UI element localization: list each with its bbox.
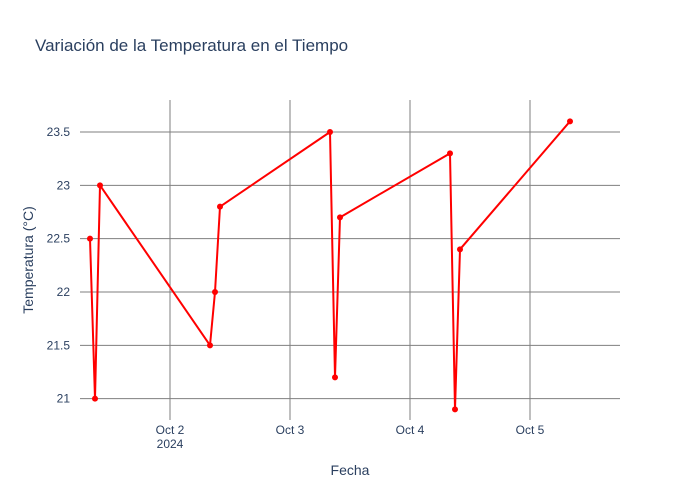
data-point	[337, 214, 343, 221]
y-tick-label: 23.5	[47, 125, 71, 139]
data-point	[332, 374, 338, 381]
x-tick-label: Oct 4	[396, 423, 425, 437]
y-axis-title: Temperatura (°C)	[20, 206, 36, 314]
data-point	[452, 406, 458, 413]
x-tick-label: Oct 5	[516, 423, 545, 437]
y-tick-label: 21	[57, 392, 71, 406]
data-point	[212, 289, 218, 295]
grid-lines	[80, 100, 620, 420]
series-line	[89, 120, 571, 411]
data-point	[207, 342, 213, 349]
y-tick-label: 23	[57, 178, 71, 192]
x-tick-sublabel: 2024	[157, 437, 184, 451]
chart-title: Variación de la Temperatura en el Tiempo	[35, 36, 348, 55]
data-point	[567, 118, 573, 125]
y-tick-label: 22.5	[47, 232, 71, 246]
data-point	[87, 235, 93, 242]
x-tick-label: Oct 2	[156, 423, 185, 437]
y-axis-ticks: 21 21.5 22 22.5 23 23.5	[47, 125, 71, 406]
x-axis-title: Fecha	[331, 462, 370, 478]
data-point	[327, 129, 333, 135]
data-point	[97, 182, 103, 189]
data-point	[457, 246, 463, 253]
data-point	[217, 203, 223, 210]
y-tick-label: 22	[57, 285, 71, 299]
data-point	[447, 150, 453, 157]
data-point	[92, 395, 98, 402]
x-tick-label: Oct 3	[276, 423, 305, 437]
y-tick-label: 21.5	[47, 338, 71, 352]
temperature-series	[87, 118, 573, 413]
